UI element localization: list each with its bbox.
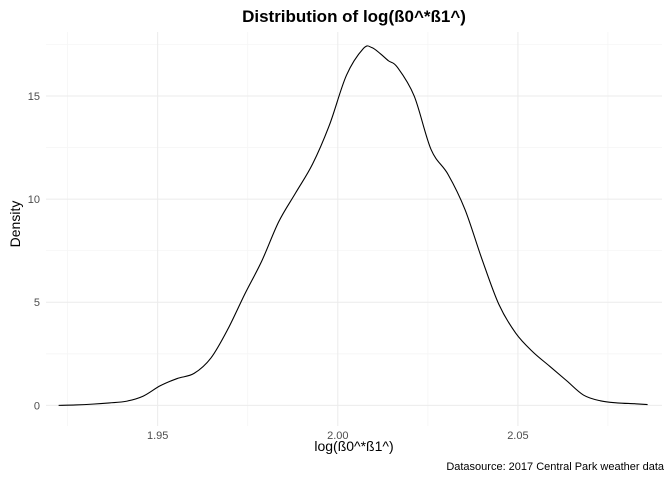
caption: Datasource: 2017 Central Park weather da… xyxy=(446,461,665,473)
x-tick-label: 2.00 xyxy=(327,430,348,442)
x-axis-title: log(ß0^*ß1^) xyxy=(314,438,393,454)
x-axis-ticks: 1.95 2.00 2.05 xyxy=(147,430,529,442)
y-axis-ticks: 0 5 10 15 xyxy=(28,91,40,412)
x-tick-label: 1.95 xyxy=(147,430,168,442)
y-axis-title: Density xyxy=(7,201,23,248)
y-tick-label: 10 xyxy=(28,194,40,206)
y-tick-label: 5 xyxy=(34,297,40,309)
density-curve xyxy=(58,45,648,406)
y-tick-label: 15 xyxy=(28,91,40,103)
x-tick-label: 2.05 xyxy=(507,430,528,442)
y-tick-label: 0 xyxy=(34,400,40,412)
grid xyxy=(46,32,662,426)
chart-title: Distribution of log(ß0^*ß1^) xyxy=(242,7,466,26)
